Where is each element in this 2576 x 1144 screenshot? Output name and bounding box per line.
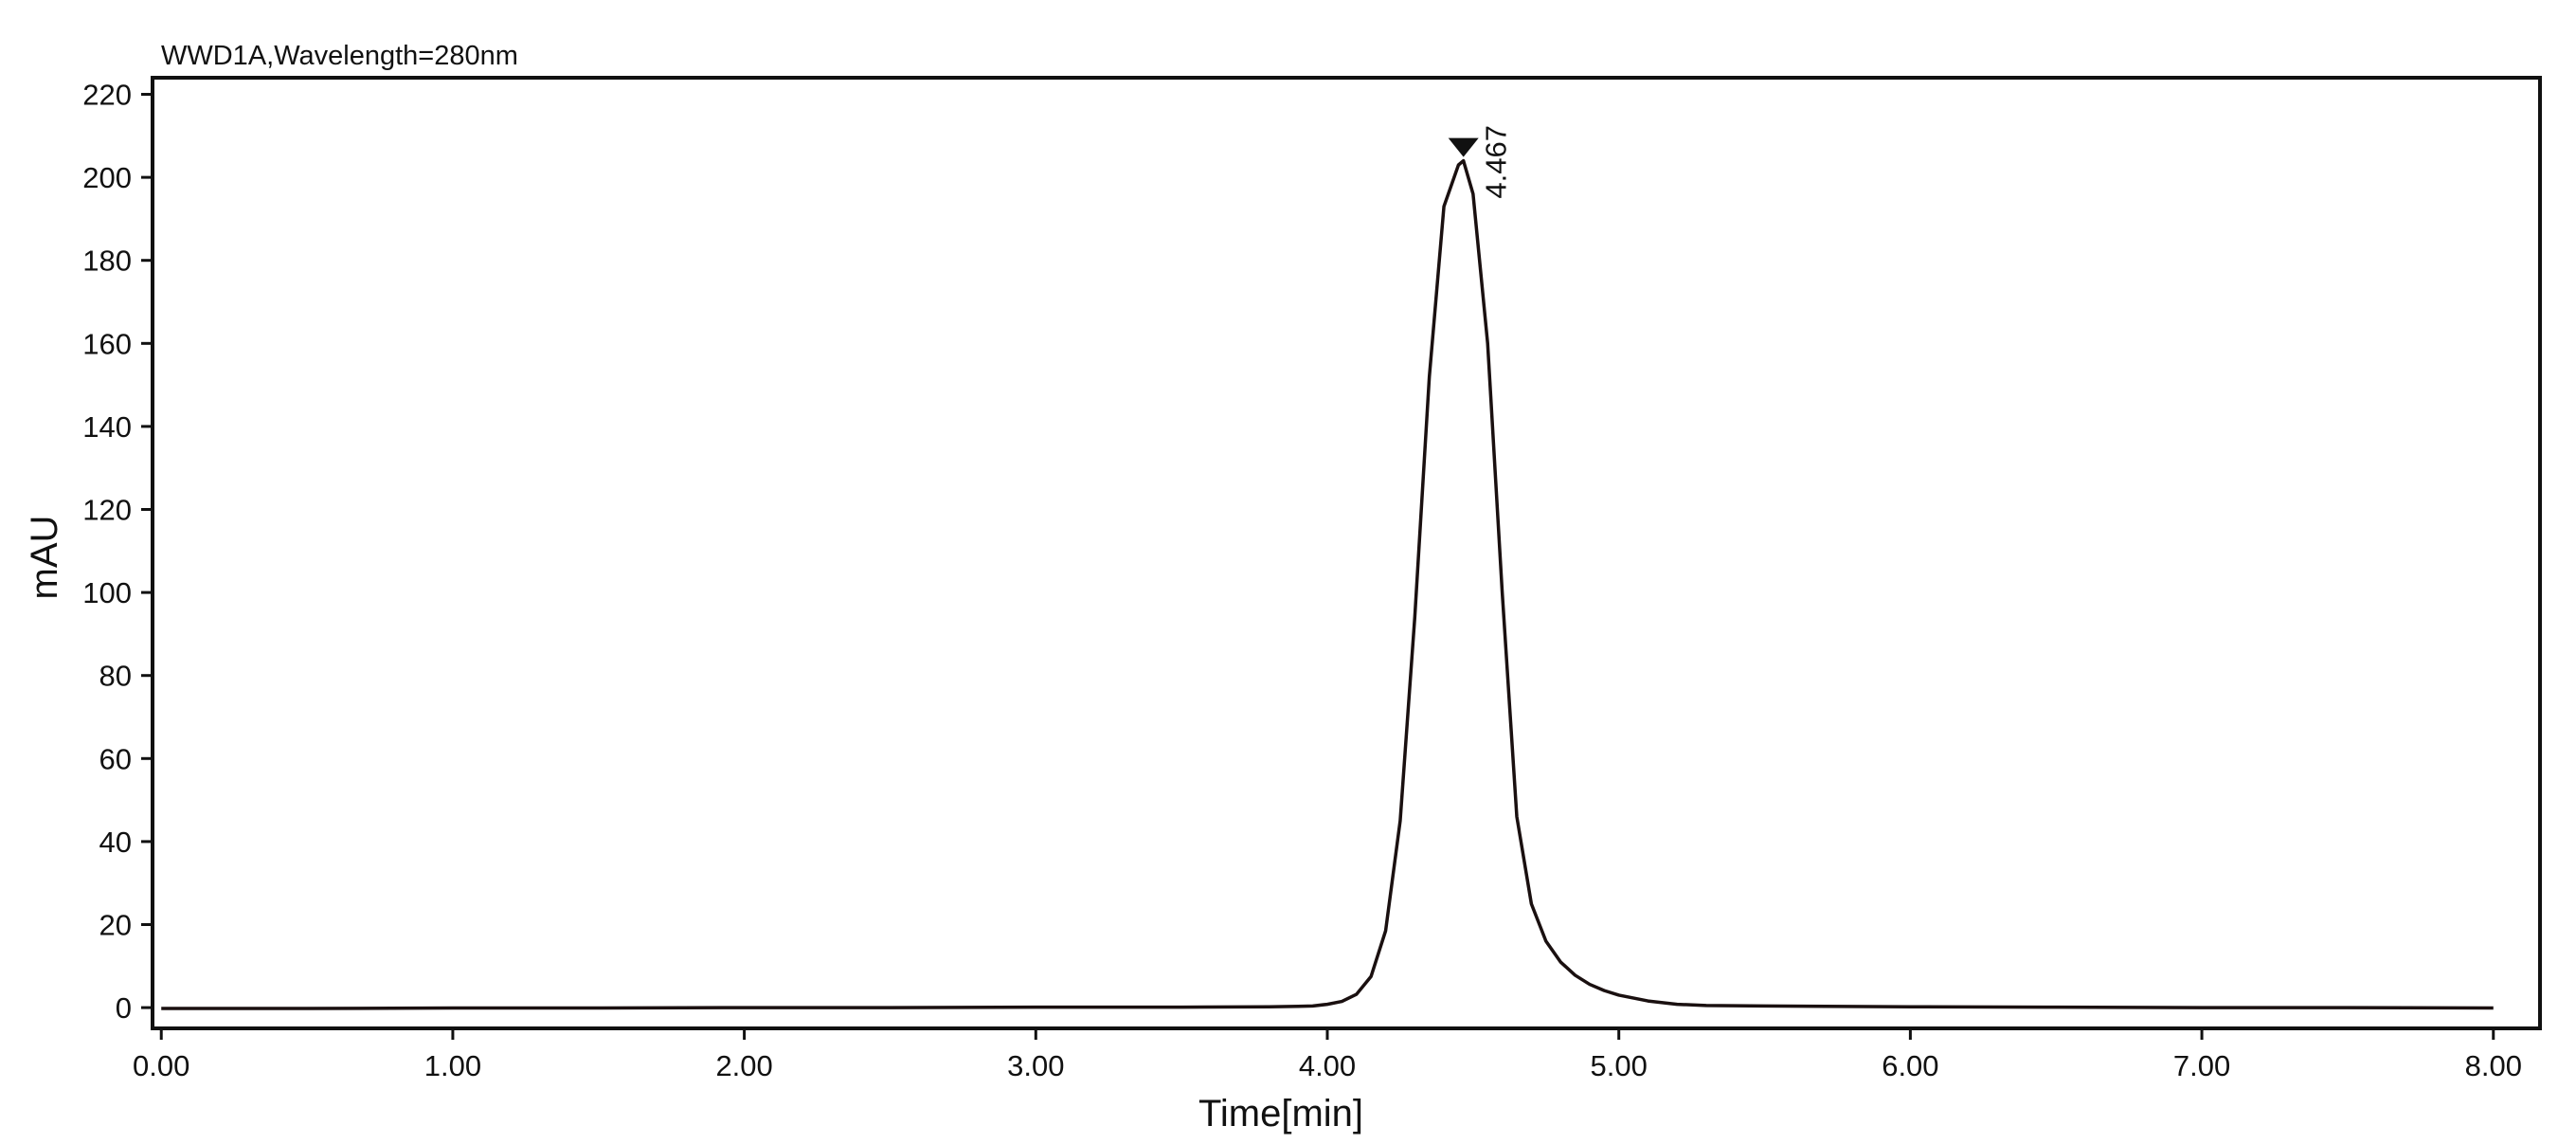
x-tick-label: 5.00 [1591, 1049, 1648, 1082]
y-tick-label: 140 [82, 410, 132, 444]
x-tick-label: 2.00 [715, 1049, 772, 1082]
y-tick-label: 180 [82, 245, 132, 278]
x-tick-label: 1.00 [424, 1049, 481, 1082]
x-tick-label: 3.00 [1007, 1049, 1064, 1082]
y-axis: 0 20 40 60 80 100 120 140 160 180 200 220 [82, 79, 153, 1025]
y-tick-label: 120 [82, 494, 132, 527]
x-tick-label: 6.00 [1882, 1049, 1938, 1082]
x-axis-label: Time[min] [1198, 1093, 1363, 1135]
plot-frame [151, 76, 2542, 1030]
chart-title: WWD1A,Wavelength=280nm [161, 41, 518, 71]
peak-marker [1448, 137, 1479, 157]
y-tick-label: 80 [99, 660, 132, 693]
y-tick-label: 200 [82, 161, 132, 194]
y-axis-label: mAU [24, 516, 65, 600]
y-tick-label: 40 [99, 826, 132, 859]
series-line [161, 158, 2494, 1010]
x-tick-label: 4.00 [1299, 1049, 1356, 1082]
x-tick-label: 0.00 [133, 1049, 189, 1082]
y-tick-label: 220 [82, 79, 132, 112]
y-tick-label: 100 [82, 576, 132, 609]
peak-label: 4.467 [1480, 125, 1513, 199]
y-tick-label: 60 [99, 742, 132, 775]
x-axis: 0.00 1.00 2.00 3.00 4.00 5.00 6.00 7.00 8.00 [133, 1028, 2522, 1082]
x-tick-label: 7.00 [2173, 1049, 2230, 1082]
y-tick-label: 0 [116, 991, 132, 1025]
y-tick-label: 160 [82, 327, 132, 360]
x-tick-label: 8.00 [2465, 1049, 2522, 1082]
y-tick-label: 20 [99, 909, 132, 942]
